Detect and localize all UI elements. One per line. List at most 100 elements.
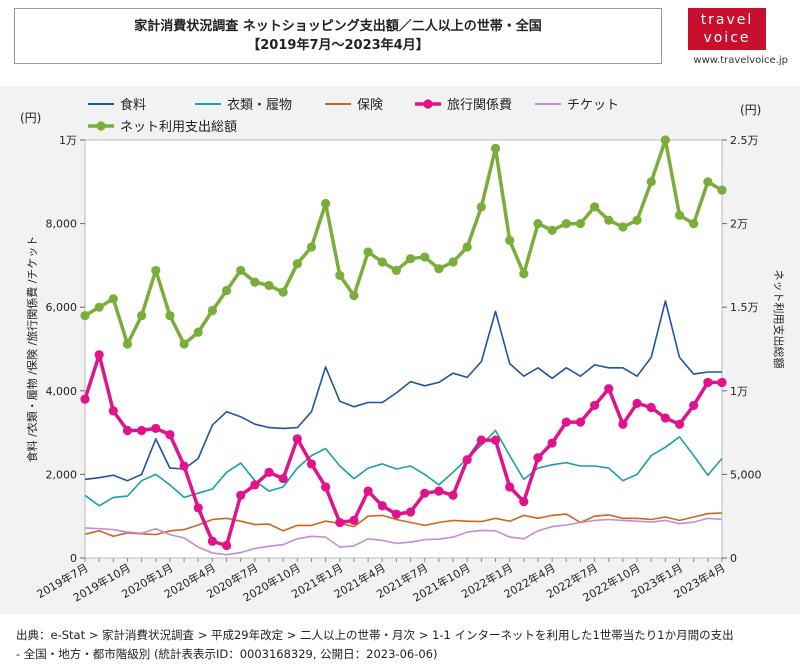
left-axis-unit: (円) — [20, 111, 41, 125]
series-point-ネット利用支出総額 — [292, 259, 302, 269]
series-point-旅行関係費 — [108, 406, 118, 416]
series-point-旅行関係費 — [292, 434, 302, 444]
legend-marker — [423, 99, 433, 109]
right-axis-tick-label: 2.5万 — [730, 134, 759, 147]
series-point-ネット利用支出総額 — [80, 310, 90, 321]
series-point-旅行関係費 — [646, 402, 656, 413]
series-point-旅行関係費 — [519, 496, 529, 507]
series-point-旅行関係費 — [179, 461, 189, 471]
series-point-ネット利用支出総額 — [278, 287, 288, 297]
series-point-旅行関係費 — [533, 453, 543, 463]
series-point-旅行関係費 — [476, 435, 486, 445]
series-point-ネット利用支出総額 — [405, 254, 416, 264]
series-point-旅行関係費 — [250, 480, 260, 490]
series-point-ネット利用支出総額 — [122, 339, 133, 349]
series-point-ネット利用支出総額 — [717, 185, 727, 195]
series-point-ネット利用支出総額 — [363, 247, 373, 257]
series-point-ネット利用支出総額 — [660, 135, 670, 145]
series-point-旅行関係費 — [575, 417, 586, 427]
series-point-ネット利用支出総額 — [575, 219, 586, 229]
series-point-旅行関係費 — [660, 413, 670, 423]
right-axis-unit: (円) — [740, 103, 761, 117]
line-chart: 0 2,000 4,000 6,000 8,000 1万 0 5,000 1万 1.5万 2万 2.5… — [20, 97, 786, 605]
chart-title: 家計消費状況調査 ネットショッピング支出額／二人以上の世帯・全国 — [134, 19, 542, 34]
left-axis-tick-label: 2,000 — [46, 468, 78, 481]
series-point-旅行関係費 — [632, 398, 642, 408]
series-point-旅行関係費 — [561, 417, 571, 427]
series-point-旅行関係費 — [547, 438, 557, 448]
series-point-ネット利用支出総額 — [207, 305, 217, 316]
series-point-旅行関係費 — [377, 501, 387, 511]
series-line-チケット — [84, 517, 723, 556]
series-point-旅行関係費 — [391, 509, 402, 519]
series-point-ネット利用支出総額 — [151, 265, 161, 276]
left-axis-tick-label: 0 — [70, 552, 77, 565]
series-point-ネット利用支出総額 — [674, 210, 685, 220]
right-axis-tick-label: 5,000 — [730, 468, 762, 481]
series-point-旅行関係費 — [122, 425, 133, 436]
right-axis-tick-label: 1.5万 — [730, 301, 759, 314]
series-point-旅行関係費 — [207, 536, 217, 546]
left-axis-tick-label: 4,000 — [46, 385, 78, 398]
series-point-ネット利用支出総額 — [448, 257, 458, 267]
series-point-ネット利用支出総額 — [391, 265, 402, 276]
series-point-旅行関係費 — [604, 384, 614, 394]
chart-panel: 0 2,000 4,000 6,000 8,000 1万 0 5,000 1万 1.5万 2万 2.5… — [0, 86, 800, 614]
series-point-旅行関係費 — [278, 473, 288, 484]
series-point-旅行関係費 — [221, 540, 232, 551]
legend-label: 旅行関係費 — [447, 98, 512, 113]
left-axis-label: 食料 /衣類・履物 /保険 /旅行関係費 /チケット — [25, 236, 39, 463]
series-point-旅行関係費 — [405, 507, 416, 517]
series-line-旅行関係費 — [83, 353, 722, 548]
series-point-ネット利用支出総額 — [193, 327, 203, 337]
series-point-旅行関係費 — [137, 425, 147, 436]
legend-label: 保険 — [357, 98, 383, 113]
logo-url: www.travelvoice.jp — [693, 55, 788, 66]
legend-label: 食料 — [120, 97, 146, 113]
series-point-ネット利用支出総額 — [137, 310, 147, 321]
series-point-旅行関係費 — [151, 423, 161, 434]
series-point-旅行関係費 — [717, 377, 727, 388]
series-point-旅行関係費 — [321, 482, 331, 492]
series-line-保険 — [84, 512, 723, 538]
left-axis-tick-label: 1万 — [59, 134, 77, 147]
series-point-旅行関係費 — [434, 486, 444, 496]
source-line-1: 出典：e-Stat > 家計消費状況調査 > 平成29年改定 > 二人以上の世帯… — [16, 628, 734, 642]
series-point-ネット利用支出総額 — [462, 242, 472, 252]
chart-title-box: 家計消費状況調査 ネットショッピング支出額／二人以上の世帯・全国 【2019年7… — [14, 8, 662, 64]
series-point-旅行関係費 — [94, 350, 104, 360]
legend-label: ネット利用支出総額 — [120, 120, 237, 135]
right-axis-tick-label: 0 — [730, 552, 737, 565]
series-line-衣類・履物 — [84, 429, 723, 507]
series-point-旅行関係費 — [80, 394, 90, 404]
right-axis-tick-label: 2万 — [730, 218, 748, 231]
series-point-旅行関係費 — [689, 400, 699, 411]
legend-label: チケット — [567, 98, 619, 113]
series-point-旅行関係費 — [674, 419, 685, 429]
series-point-旅行関係費 — [264, 467, 274, 477]
series-point-ネット利用支出総額 — [335, 270, 345, 281]
series-point-ネット利用支出総額 — [604, 215, 614, 225]
series-point-旅行関係費 — [618, 419, 628, 429]
legend-label: 衣類・履物 — [227, 97, 292, 113]
travelvoice-logo: travel voice — [688, 8, 766, 50]
series-point-旅行関係費 — [335, 517, 345, 528]
left-axis-tick-label: 8,000 — [46, 218, 78, 231]
series-point-ネット利用支出総額 — [490, 143, 501, 153]
series-point-ネット利用支出総額 — [476, 202, 486, 212]
series-line-ネット利用支出総額 — [84, 138, 723, 346]
legend-marker — [96, 121, 106, 131]
series-point-旅行関係費 — [363, 486, 373, 496]
series-point-ネット利用支出総額 — [689, 219, 699, 229]
series-point-旅行関係費 — [236, 490, 246, 500]
series-point-ネット利用支出総額 — [179, 339, 189, 349]
series-point-旅行関係費 — [165, 430, 175, 440]
series-point-ネット利用支出総額 — [434, 264, 444, 274]
series-point-ネット利用支出総額 — [703, 177, 713, 187]
series-point-ネット利用支出総額 — [377, 257, 387, 267]
series-point-旅行関係費 — [590, 400, 600, 411]
series-point-ネット利用支出総額 — [590, 202, 600, 212]
series-point-ネット利用支出総額 — [533, 219, 543, 229]
series-point-ネット利用支出総額 — [349, 290, 359, 301]
chart-subtitle: 【2019年7月～2023年4月】 — [247, 38, 429, 53]
